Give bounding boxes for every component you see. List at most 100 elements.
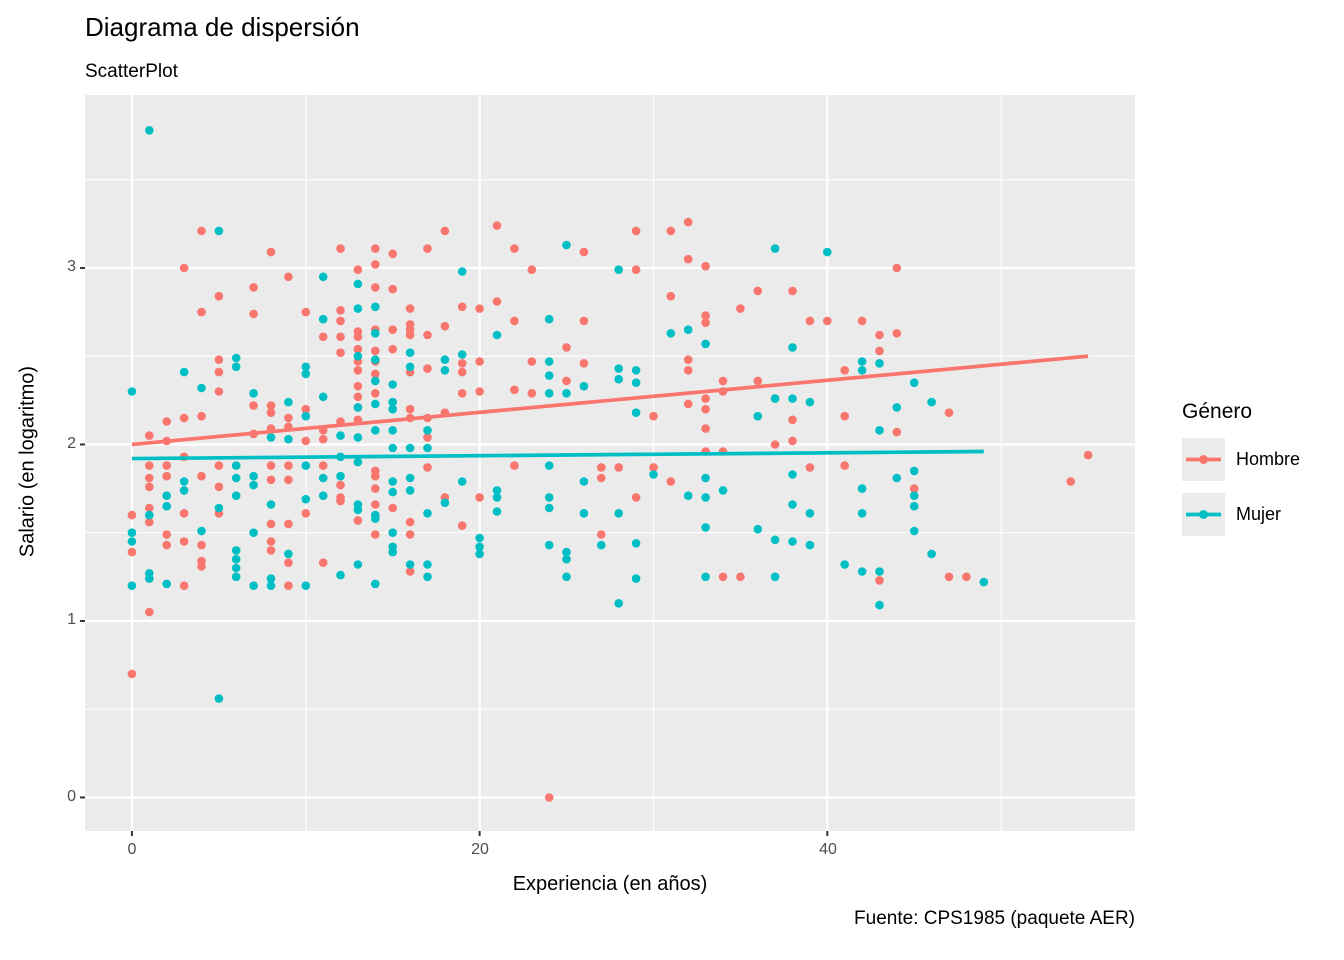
data-point-mujer (544, 503, 554, 513)
data-point-mujer (423, 572, 432, 582)
data-point-mujer (231, 572, 241, 582)
data-point-mujer (179, 367, 189, 377)
data-point-hombre (805, 463, 815, 472)
data-point-hombre (875, 330, 884, 340)
data-point-hombre (197, 540, 206, 550)
data-point-mujer (249, 389, 258, 398)
data-point-mujer (284, 434, 293, 444)
data-point-mujer (909, 491, 919, 501)
series-points-mujer (127, 126, 989, 703)
data-point-mujer (301, 369, 311, 379)
legend-key-mujer-icon (1182, 493, 1225, 536)
data-point-mujer (353, 500, 363, 509)
data-point-mujer (701, 339, 710, 349)
data-point-hombre (892, 427, 902, 437)
data-point-mujer (857, 366, 867, 375)
y-axis-title: Salario (en logaritmo) (16, 365, 39, 558)
data-point-hombre (318, 558, 328, 567)
y-tick-label-2: 2 (67, 435, 76, 452)
y-tick-label-1: 1 (67, 611, 76, 628)
data-point-hombre (736, 572, 745, 582)
data-point-hombre (562, 343, 571, 352)
data-point-hombre (423, 433, 432, 442)
data-point-hombre (753, 286, 763, 296)
data-point-hombre (214, 461, 224, 470)
data-point-hombre (336, 306, 345, 315)
data-point-mujer (701, 523, 710, 532)
data-point-hombre (962, 572, 971, 582)
data-point-hombre (388, 325, 398, 335)
data-point-hombre (544, 793, 554, 802)
data-point-hombre (371, 500, 380, 509)
data-point-hombre (457, 521, 467, 530)
data-point-hombre (405, 567, 415, 576)
data-point-mujer (909, 466, 919, 476)
data-point-mujer (753, 411, 763, 421)
data-point-mujer (318, 491, 328, 501)
data-point-hombre (162, 471, 171, 481)
data-point-mujer (475, 542, 484, 552)
data-point-mujer (336, 570, 345, 580)
data-point-hombre (301, 404, 311, 414)
data-point-mujer (371, 399, 380, 409)
data-point-hombre (649, 463, 658, 472)
data-point-hombre (197, 307, 206, 317)
data-point-hombre (266, 247, 276, 257)
data-point-mujer (544, 389, 554, 398)
y-tick-label-0: 0 (67, 788, 76, 805)
trend-line-hombre (131, 354, 1089, 447)
data-point-hombre (597, 530, 606, 539)
data-point-hombre (284, 272, 293, 282)
data-point-hombre (179, 413, 189, 423)
data-point-hombre (405, 404, 415, 414)
data-point-hombre (683, 355, 693, 365)
data-point-mujer (179, 486, 189, 495)
data-point-hombre (875, 346, 884, 356)
data-point-mujer (249, 471, 258, 481)
data-point-mujer (405, 473, 415, 483)
data-point-mujer (562, 389, 571, 398)
data-point-mujer (475, 549, 484, 559)
data-point-mujer (649, 470, 658, 479)
data-point-hombre (266, 408, 276, 418)
data-point-hombre (197, 556, 206, 566)
data-point-hombre (284, 581, 293, 590)
data-point-hombre (284, 558, 293, 567)
data-point-mujer (579, 509, 589, 518)
data-point-hombre (371, 283, 380, 292)
data-point-mujer (249, 528, 258, 537)
data-point-hombre (145, 473, 154, 483)
data-point-mujer (579, 381, 589, 391)
data-point-hombre (127, 510, 137, 520)
data-point-mujer (284, 549, 293, 559)
data-point-hombre (666, 477, 676, 486)
data-point-mujer (301, 362, 311, 372)
data-point-mujer (388, 426, 398, 435)
data-point-mujer (405, 362, 415, 372)
data-point-mujer (336, 471, 345, 481)
data-point-mujer (249, 581, 258, 590)
data-point-hombre (336, 493, 345, 502)
data-point-mujer (423, 509, 432, 518)
data-point-mujer (631, 378, 641, 388)
data-point-mujer (423, 443, 432, 453)
data-point-hombre (510, 385, 519, 395)
legend-label-hombre: Hombre (1236, 449, 1301, 469)
data-point-mujer (562, 572, 571, 582)
data-point-mujer (162, 501, 171, 511)
data-point-hombre (371, 484, 380, 493)
data-point-hombre (318, 332, 328, 342)
data-point-mujer (388, 542, 398, 552)
data-point-hombre (753, 376, 763, 386)
data-point-hombre (145, 503, 154, 513)
data-point-hombre (701, 311, 710, 320)
data-point-hombre (214, 355, 224, 365)
data-point-mujer (909, 526, 919, 536)
data-point-mujer (666, 329, 676, 338)
data-point-mujer (892, 473, 902, 483)
data-point-hombre (353, 265, 363, 275)
data-point-hombre (457, 389, 467, 398)
data-point-mujer (266, 574, 276, 583)
data-point-hombre (475, 357, 484, 366)
